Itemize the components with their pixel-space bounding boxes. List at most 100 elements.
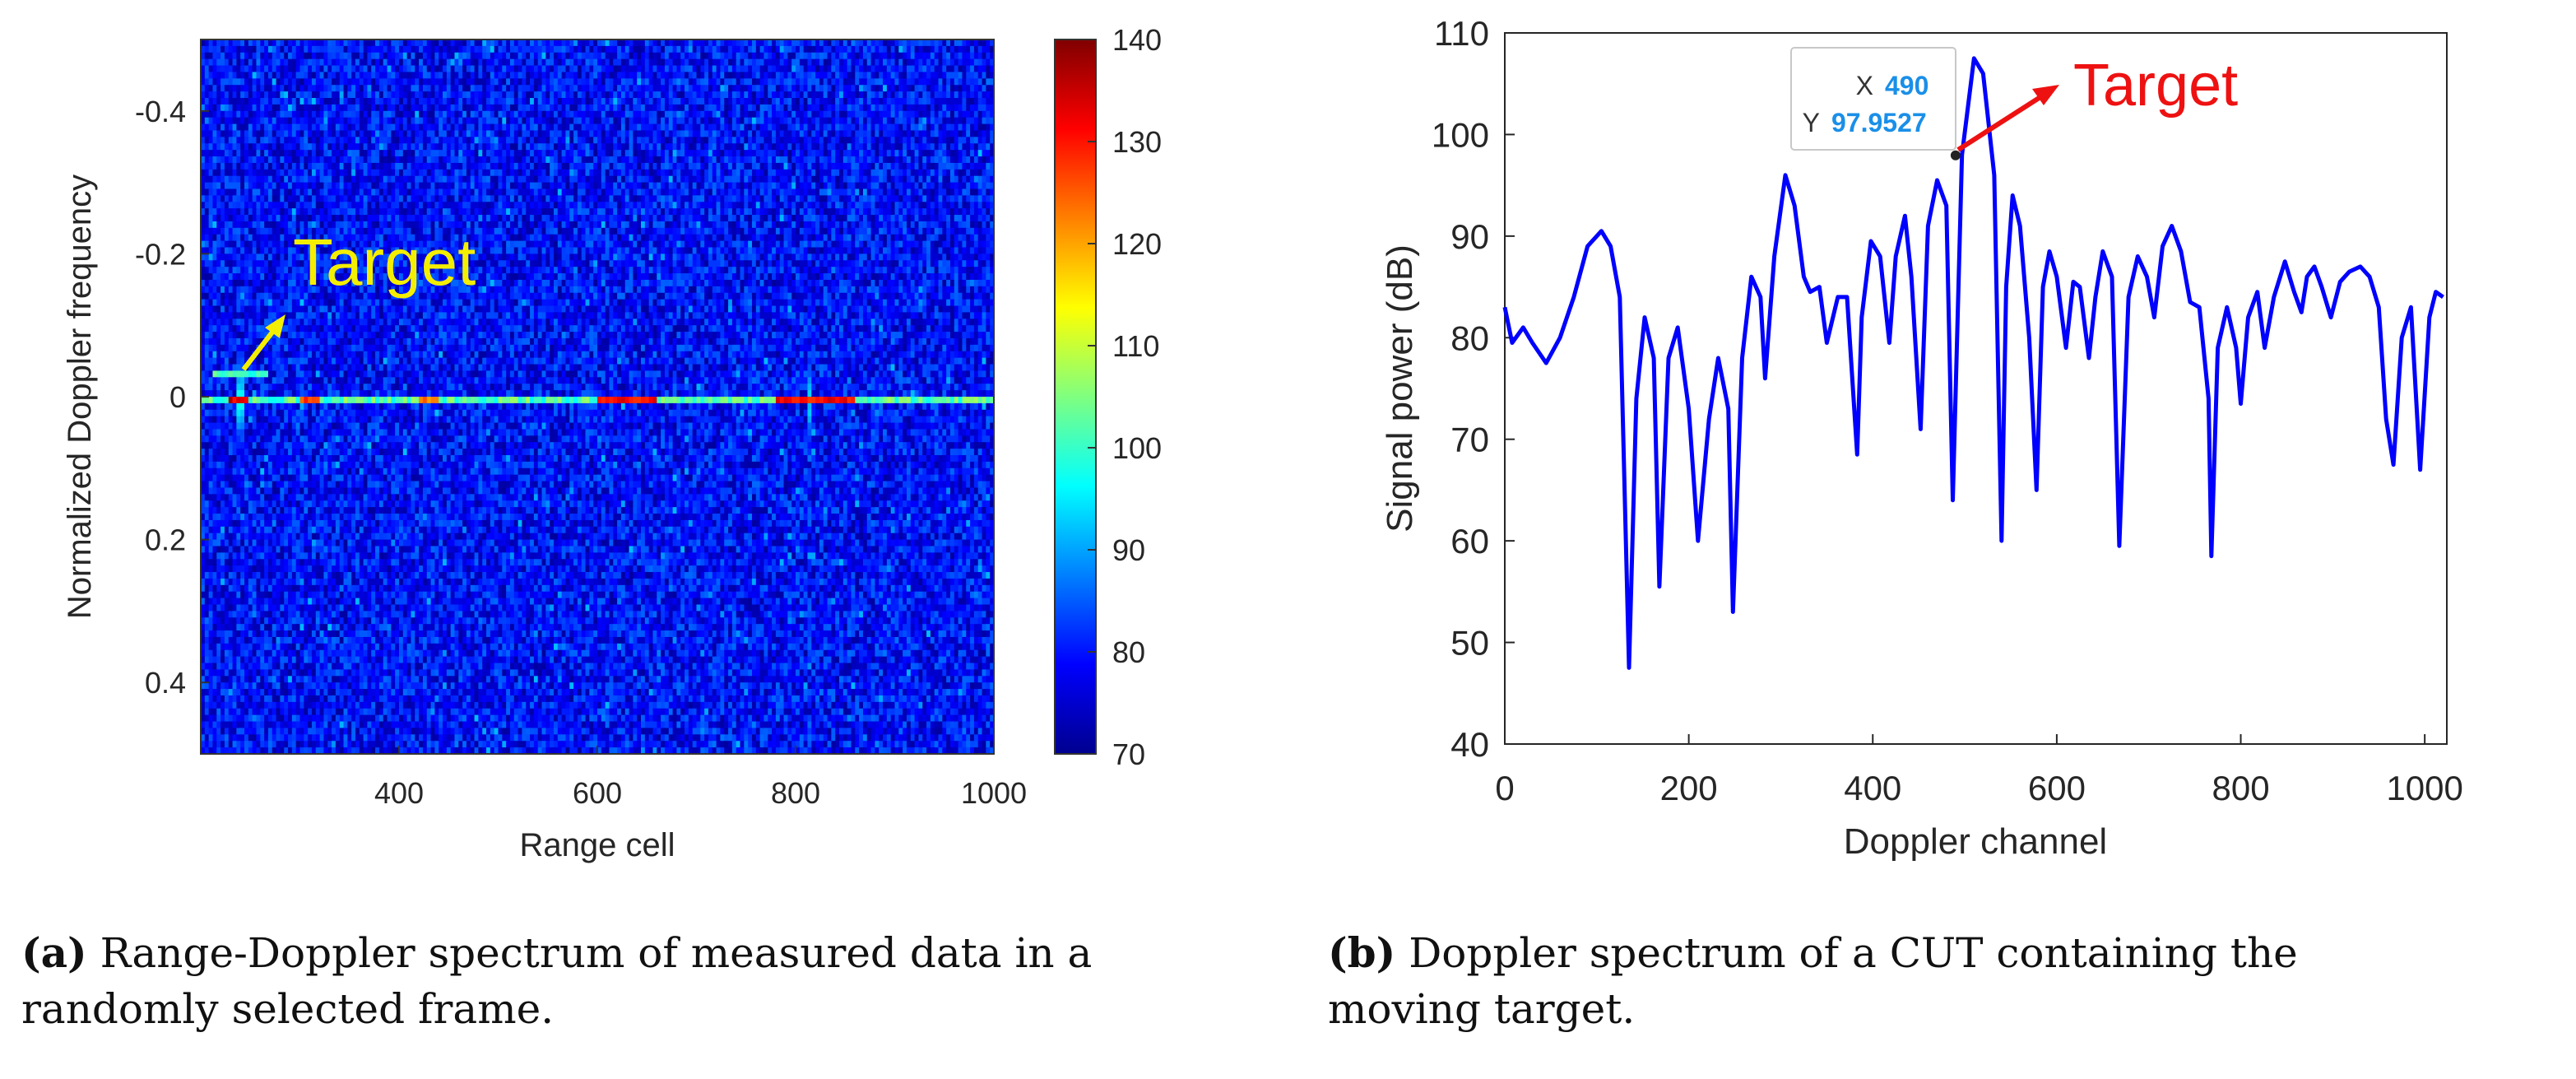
heatmap-cell <box>466 91 471 98</box>
heatmap-cell <box>458 53 462 59</box>
heatmap-cell <box>423 85 427 91</box>
heatmap-cell <box>939 53 943 59</box>
heatmap-cell <box>562 85 566 91</box>
heatmap-cell <box>811 78 815 85</box>
heatmap-cell <box>458 85 462 91</box>
heatmap-cell <box>633 72 637 78</box>
heatmap-cell <box>815 78 819 85</box>
heatmap-cell <box>471 85 475 91</box>
heatmap-cell <box>272 91 276 98</box>
heatmap-cell <box>316 72 320 78</box>
heatmap-cell <box>573 59 578 66</box>
heatmap-cell <box>974 85 978 91</box>
heatmap-cell <box>665 53 669 59</box>
heatmap-cell <box>300 46 304 53</box>
heatmap-cell <box>804 78 808 85</box>
heatmap-cell <box>760 53 764 59</box>
heatmap-cell <box>847 46 852 53</box>
heatmap-cell <box>922 72 926 78</box>
heatmap-cell <box>986 78 990 85</box>
heatmap-cell <box>379 85 383 91</box>
heatmap-cell <box>419 85 423 91</box>
heatmap-cell <box>907 72 911 78</box>
heatmap-cell <box>344 72 348 78</box>
heatmap-cell <box>950 46 954 53</box>
heatmap-cell <box>641 98 645 105</box>
heatmap-cell <box>458 72 462 78</box>
heatmap-cell <box>606 98 610 105</box>
heatmap-cell <box>407 72 411 78</box>
heatmap-cell <box>248 53 253 59</box>
heatmap-cell <box>403 72 407 78</box>
heatmap-cell <box>645 85 649 91</box>
heatmap-cell <box>693 72 697 78</box>
heatmap-cell <box>276 72 281 78</box>
heatmap-cell <box>383 46 388 53</box>
heatmap-cell <box>898 85 903 91</box>
heatmap-cell <box>236 46 240 53</box>
heatmap-cell <box>280 98 284 105</box>
heatmap-cell <box>332 105 336 111</box>
heatmap-cell <box>371 105 375 111</box>
heatmap-cell <box>510 98 514 105</box>
heatmap-cell <box>364 46 368 53</box>
heatmap-cell <box>411 59 415 66</box>
heatmap-cell <box>240 98 244 105</box>
heatmap-cell <box>807 40 811 46</box>
heatmap-cell <box>819 91 824 98</box>
heatmap-cell <box>652 72 657 78</box>
heatmap-cell <box>621 72 625 78</box>
heatmap-cell <box>205 85 209 91</box>
heatmap-cell <box>276 91 281 98</box>
heatmap-cell <box>212 59 216 66</box>
heatmap-cell <box>593 85 597 91</box>
heatmap-cell <box>288 91 292 98</box>
heatmap-cell <box>205 91 209 98</box>
heatmap-cell <box>253 78 257 85</box>
heatmap-cell <box>768 46 772 53</box>
heatmap-cell <box>942 59 946 66</box>
heatmap-cell <box>268 72 272 78</box>
heatmap-cell <box>462 59 466 66</box>
heatmap-cell <box>336 91 340 98</box>
heatmap-cell <box>606 59 610 66</box>
heatmap-cell <box>887 59 891 66</box>
heatmap-cell <box>875 91 879 98</box>
heatmap-cell <box>209 40 213 46</box>
heatmap-cell <box>871 59 875 66</box>
heatmap-cell <box>609 98 613 105</box>
heatmap-cell <box>931 53 935 59</box>
heatmap-cell <box>728 78 732 85</box>
heatmap-cell <box>411 46 415 53</box>
heatmap-cell <box>427 46 431 53</box>
heatmap-cell <box>522 66 526 72</box>
heatmap-cell <box>320 78 324 85</box>
heatmap-cell <box>332 53 336 59</box>
heatmap-cell <box>875 53 879 59</box>
heatmap-cell <box>935 91 939 98</box>
heatmap-cell <box>871 46 875 53</box>
heatmap-cell <box>486 85 490 91</box>
heatmap-cell <box>284 59 288 66</box>
heatmap-cell <box>220 59 225 66</box>
heatmap-cell <box>756 91 760 98</box>
heatmap-cell <box>240 105 244 111</box>
heatmap-cell <box>597 98 601 105</box>
heatmap-cell <box>526 59 530 66</box>
heatmap-cell <box>431 72 435 78</box>
heatmap-cell <box>764 91 768 98</box>
heatmap-cell <box>736 53 740 59</box>
heatmap-cell <box>458 46 462 53</box>
heatmap-cell <box>918 91 922 98</box>
heatmap-cell <box>958 91 963 98</box>
heatmap-cell <box>351 46 355 53</box>
heatmap-cell <box>637 40 641 46</box>
heatmap-cell <box>819 66 824 72</box>
heatmap-cell <box>216 66 220 72</box>
heatmap-cell <box>697 40 701 46</box>
heatmap-cell <box>673 98 677 105</box>
heatmap-cell <box>891 46 895 53</box>
heatmap-cell <box>264 105 268 111</box>
heatmap-cell <box>407 46 411 53</box>
heatmap-cell <box>982 72 986 78</box>
